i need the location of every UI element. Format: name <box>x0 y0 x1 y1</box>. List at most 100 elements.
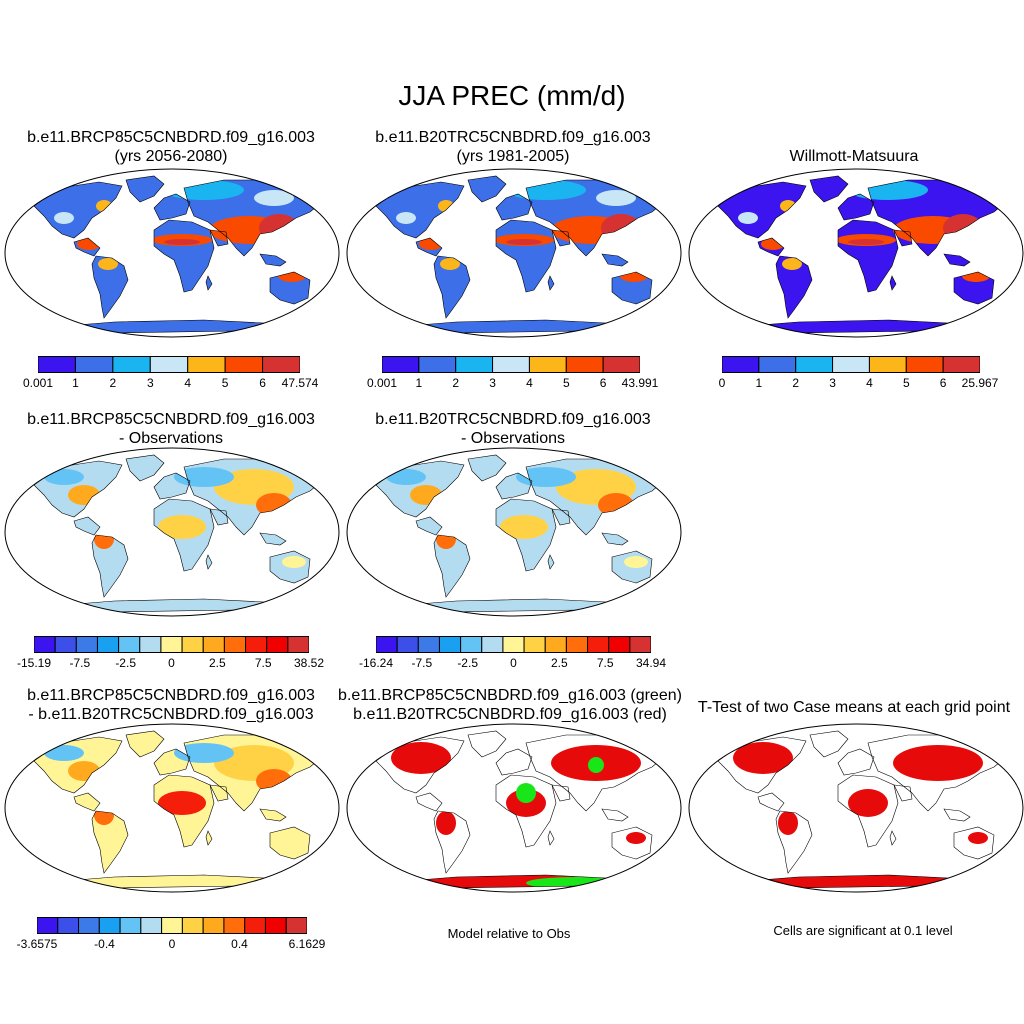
colorbar-swatch <box>492 356 530 373</box>
panel-title-line: - b.e11.B20TRC5CNBDRD.f09_g16.003 <box>28 706 314 723</box>
coastline <box>153 774 215 848</box>
colorbar-tick-label: 2 <box>452 376 460 390</box>
data-region <box>259 214 299 242</box>
data-region <box>943 214 983 242</box>
data-region <box>391 742 451 774</box>
land-mass <box>496 220 556 292</box>
data-region <box>98 258 118 270</box>
colorbar-swatch <box>161 917 183 934</box>
land-mass <box>548 555 554 569</box>
coastline <box>315 852 323 866</box>
colorbar-swatch <box>54 636 77 653</box>
panel-title-line: b.e11.BRCP85C5CNBDRD.f09_g16.003 <box>27 411 315 428</box>
coastline <box>209 784 229 802</box>
coastline <box>837 748 875 776</box>
land-mass <box>126 176 164 202</box>
land-mass <box>468 455 506 481</box>
land-mass <box>944 809 970 821</box>
coastline <box>153 748 191 776</box>
colorbar-tick-label: 1 <box>415 376 423 390</box>
colorbar-swatches <box>38 356 300 373</box>
colorbar-swatch <box>57 917 80 934</box>
coastline <box>893 229 913 247</box>
panel-title-line: Willmott-Matsuura <box>789 148 919 165</box>
colorbar-swatch <box>181 636 204 653</box>
colorbar-tick-label: 6 <box>599 376 607 390</box>
coastline <box>259 253 287 267</box>
land-mass <box>890 831 896 845</box>
data-region <box>436 811 456 835</box>
data-region <box>738 212 758 224</box>
coastline <box>717 181 807 239</box>
land-mass <box>602 533 628 545</box>
coastline <box>467 175 507 203</box>
coastline <box>547 554 555 570</box>
data-region <box>733 742 793 774</box>
colorbar-swatches <box>376 636 651 653</box>
colorbar-tick-label: -15.19 <box>16 656 52 670</box>
data-region <box>44 469 84 485</box>
coastline <box>91 534 129 598</box>
land-mass <box>496 749 532 775</box>
data-region <box>396 212 416 224</box>
land-mass <box>206 555 212 569</box>
land-mass <box>944 254 970 266</box>
land-mass <box>810 176 848 202</box>
colorbar-tick-label: 2.5 <box>208 656 226 670</box>
panel-title-line: T-Test of two Case means at each grid po… <box>697 699 1011 716</box>
land-mass <box>602 254 628 266</box>
land-mass <box>126 731 164 757</box>
coastline <box>551 508 571 526</box>
data-region <box>761 238 785 250</box>
land-mass <box>468 176 506 202</box>
land-mass <box>210 785 228 801</box>
coastline <box>415 237 443 257</box>
land-mass <box>890 276 896 290</box>
colorbar-swatch <box>140 917 163 934</box>
coastline <box>269 826 311 860</box>
data-region <box>738 875 998 889</box>
panel-title-p6: b.e11.BRCP85C5CNBDRD.f09_g16.003 - b.e11… <box>0 686 342 724</box>
panel-title-line: - Observations <box>118 430 224 447</box>
coastline <box>547 275 555 291</box>
colorbar-tick-label: 25.967 <box>961 376 999 390</box>
colorbar-tick-label: 38.52 <box>293 656 325 670</box>
data-region <box>526 877 626 889</box>
colorbar-swatch <box>223 917 246 934</box>
data-region <box>848 239 884 245</box>
map-border <box>346 723 682 893</box>
coastline <box>73 792 101 812</box>
colorbar-swatch <box>224 356 264 373</box>
colorbar-tick-label: -2.5 <box>457 656 478 670</box>
coastline <box>657 852 665 866</box>
data-region <box>174 743 234 763</box>
data-region <box>77 238 101 250</box>
colorbar-swatch <box>187 356 226 373</box>
data-region <box>94 805 114 825</box>
land-mass <box>758 793 784 811</box>
land-mass <box>154 194 190 220</box>
panel-title-line: (yrs 1981-2005) <box>456 148 570 165</box>
colorbar-swatch <box>245 636 268 653</box>
land-mass <box>416 517 442 535</box>
coastline <box>205 830 213 846</box>
coastline <box>495 219 557 293</box>
colorbar-tick-label: -0.4 <box>94 937 115 951</box>
colorbar-swatch <box>528 356 567 373</box>
colorbar-swatch <box>149 356 189 373</box>
coastline <box>601 808 629 822</box>
data-region <box>164 180 244 200</box>
coastline <box>889 275 897 291</box>
colorbar-swatch <box>587 636 610 653</box>
coastline <box>495 774 557 848</box>
land-mass <box>34 182 122 238</box>
coastline <box>73 237 101 257</box>
panel-title-line: b.e11.B20TRC5CNBDRD.f09_g16.003 <box>375 411 651 428</box>
land-mass <box>92 256 128 318</box>
land-mass <box>658 853 664 865</box>
coastline <box>433 810 471 874</box>
colorbar-tick-label: 0 <box>510 656 517 670</box>
data-region <box>44 745 84 761</box>
colorbar-tick-label: 0 <box>168 937 176 951</box>
coastline <box>837 774 899 848</box>
